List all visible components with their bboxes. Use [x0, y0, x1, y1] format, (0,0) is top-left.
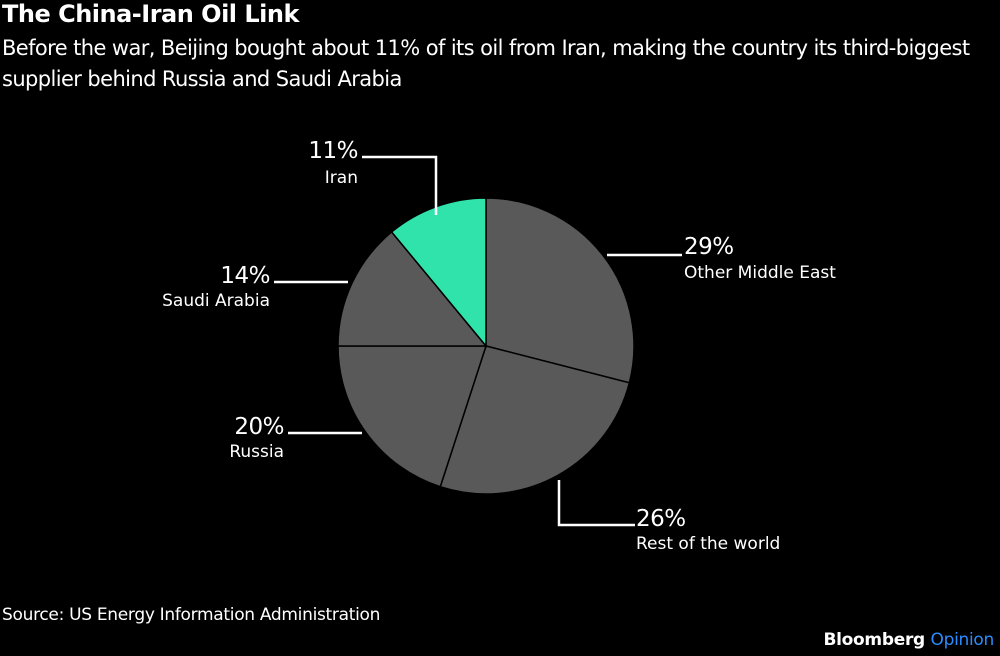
pie-slice-other-middle-east — [485, 197, 635, 384]
label-iran-name: Iran — [325, 168, 358, 188]
brand-suffix: Opinion — [930, 630, 995, 650]
pie-slices — [337, 197, 635, 495]
pie-slice-russia — [337, 345, 488, 488]
chart-title: The China-Iran Oil Link — [2, 0, 299, 28]
pie-slice-rest-of-the-world — [439, 345, 631, 495]
label-ome-pct: 29% — [684, 234, 734, 260]
pie-slice-saudi-arabia — [337, 230, 488, 347]
chart-subtitle: Before the war, Beijing bought about 11%… — [2, 36, 970, 91]
brand-logo: Bloomberg Opinion — [823, 630, 994, 650]
label-russia-name: Russia — [229, 442, 284, 462]
label-rest-pct: 26% — [636, 506, 686, 532]
brand-name: Bloomberg — [823, 630, 925, 650]
leader-line-rest — [557, 480, 635, 527]
label-iran-pct: 11% — [308, 138, 358, 164]
label-rest-name: Rest of the world — [636, 534, 780, 554]
label-ome-name: Other Middle East — [684, 263, 836, 283]
label-saudi-name: Saudi Arabia — [162, 291, 270, 311]
source-note: Source: US Energy Information Administra… — [2, 605, 381, 625]
leader-lines — [274, 155, 682, 527]
leader-line-iran — [362, 155, 438, 215]
label-saudi-pct: 14% — [220, 263, 270, 289]
label-russia-pct: 20% — [234, 414, 284, 440]
